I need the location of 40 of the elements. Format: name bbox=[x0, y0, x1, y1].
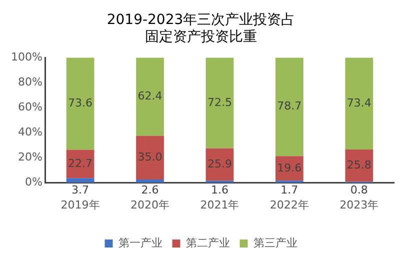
y-tick-label: 100% bbox=[10, 50, 42, 64]
bar bbox=[66, 58, 94, 150]
bar bbox=[275, 58, 304, 156]
legend-label: 第一产业 bbox=[118, 236, 162, 250]
y-tick-label: 40% bbox=[18, 126, 42, 139]
data-label: 1.7 bbox=[280, 184, 298, 197]
bar bbox=[66, 178, 94, 183]
data-label: 25.9 bbox=[207, 157, 232, 170]
data-label: 2.6 bbox=[141, 184, 159, 197]
data-label: 73.6 bbox=[68, 96, 93, 110]
x-tick-label: 2020年 bbox=[130, 198, 170, 212]
legend-label: 第三产业 bbox=[253, 236, 298, 250]
data-label: 62.4 bbox=[138, 90, 162, 103]
bar bbox=[136, 58, 164, 136]
data-label: 78.7 bbox=[277, 100, 302, 113]
x-tick-label: 2019年 bbox=[60, 198, 100, 212]
bar bbox=[345, 149, 374, 182]
bar bbox=[345, 58, 374, 150]
data-label: 22.7 bbox=[68, 156, 93, 170]
data-label: 25.8 bbox=[346, 158, 372, 172]
data-label: 72.5 bbox=[207, 96, 232, 109]
data-label: 73.4 bbox=[346, 96, 372, 110]
x-tick-label: 2023年 bbox=[340, 198, 379, 212]
data-label: 0.8 bbox=[350, 184, 368, 197]
bar bbox=[66, 150, 94, 178]
data-label: 3.7 bbox=[72, 184, 90, 197]
y-tick-label: 60% bbox=[18, 100, 42, 114]
y-tick-label: 0% bbox=[24, 176, 42, 189]
data-label: 19.6 bbox=[277, 161, 302, 174]
data-label: 1.6 bbox=[210, 184, 228, 197]
data-label: 35.0 bbox=[138, 150, 162, 164]
bar bbox=[136, 136, 164, 180]
legend-label: 第二产业 bbox=[186, 236, 230, 250]
x-tick-label: 2021年 bbox=[200, 198, 240, 212]
bar bbox=[206, 58, 234, 148]
chart-title: 2019-2023年三次产业投资占固定资产投资比重 bbox=[106, 12, 296, 45]
bar bbox=[136, 180, 164, 183]
y-tick-label: 80% bbox=[18, 76, 42, 88]
x-tick-label: 2022年 bbox=[270, 198, 309, 212]
y-tick-label: 20% bbox=[18, 150, 42, 164]
